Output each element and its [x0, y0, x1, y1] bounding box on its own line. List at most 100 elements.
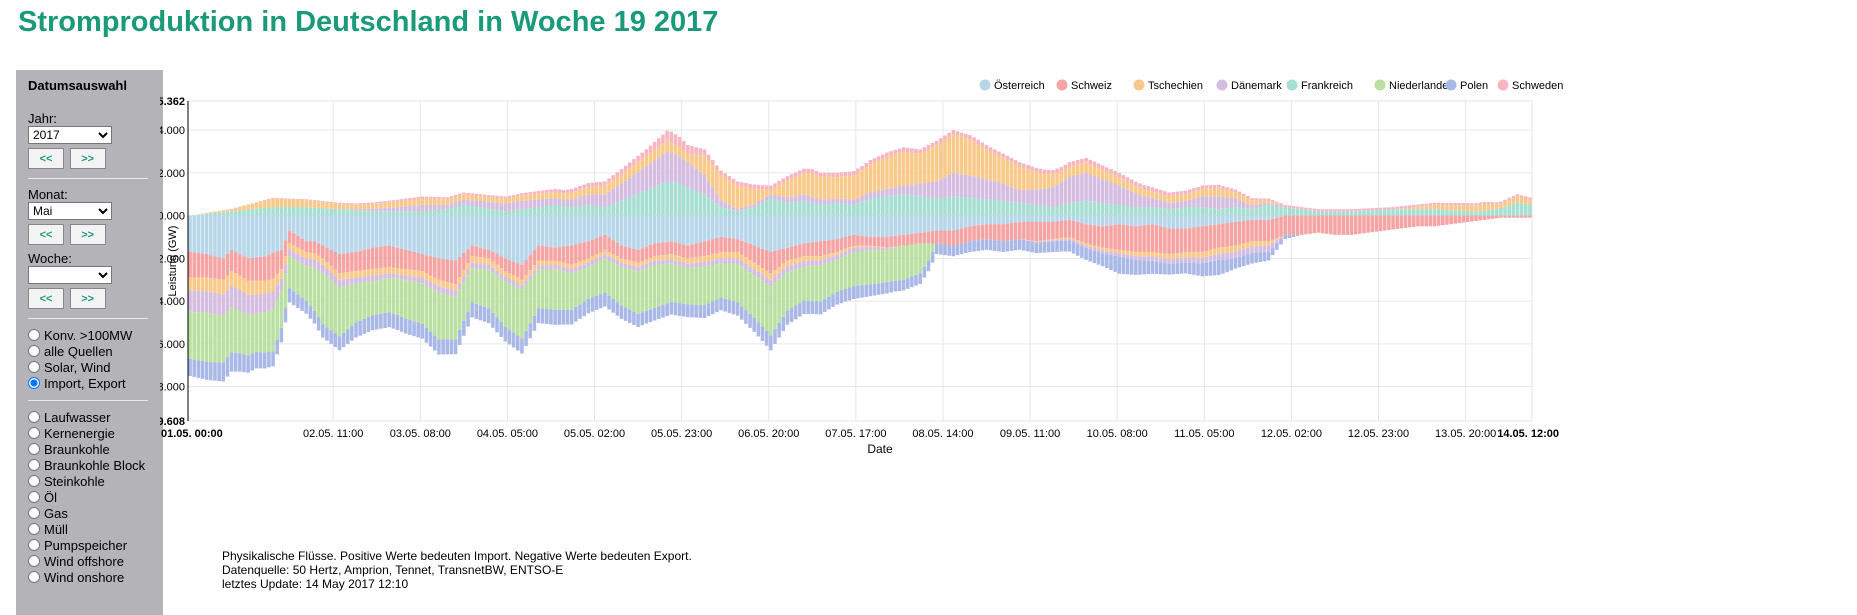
bar-frankreich-import: [1312, 210, 1316, 216]
bar-österreich-export: [1067, 215, 1072, 220]
year-select[interactable]: 2017: [28, 126, 112, 144]
bar-frankreich-import: [474, 206, 479, 216]
legend-item[interactable]: Schweiz: [1056, 79, 1112, 93]
bar-tschechien-export: [470, 256, 474, 263]
bar-niederlande-export: [607, 260, 611, 296]
bar-schweiz-export: [922, 232, 927, 244]
month-next-button[interactable]: >>: [69, 224, 106, 245]
source-option-10[interactable]: Wind onshore: [28, 569, 153, 585]
bar-schweden-import: [1113, 170, 1117, 176]
year-prev-button[interactable]: <<: [28, 148, 64, 169]
month-prev-button[interactable]: <<: [28, 224, 64, 245]
source-option-0-radio[interactable]: [28, 411, 40, 423]
bar-schweiz-export: [246, 258, 250, 281]
bar-dänemark-export: [565, 267, 570, 273]
bar-österreich-export: [586, 215, 591, 242]
bar-schweiz-export: [789, 246, 794, 260]
source-option-5[interactable]: Öl: [28, 489, 153, 505]
source-option-8[interactable]: Pumpspeicher: [28, 537, 153, 553]
bar-schweiz-export: [1254, 219, 1258, 242]
bar-schweiz-export: [321, 245, 325, 259]
month-select[interactable]: Mai: [28, 202, 112, 220]
source-option-1-radio[interactable]: [28, 427, 40, 439]
source-option-2-radio[interactable]: [28, 443, 40, 455]
year-next-button[interactable]: >>: [69, 148, 106, 169]
source-option-9[interactable]: Wind offshore: [28, 553, 153, 569]
bar-schweden-import: [1237, 191, 1242, 195]
source-option-6-radio[interactable]: [28, 507, 40, 519]
view-option-0[interactable]: Konv. >100MW: [28, 327, 153, 343]
bar-dänemark-export: [1100, 250, 1105, 254]
bar-tschechien-import: [677, 146, 682, 157]
bar-niederlande-export: [511, 285, 516, 333]
source-option-0[interactable]: Laufwasser: [28, 409, 153, 425]
bar-dänemark-import: [511, 202, 516, 211]
bar-polen-export: [897, 280, 902, 291]
week-next-button[interactable]: >>: [69, 288, 106, 309]
bar-dänemark-export: [358, 277, 362, 284]
bar-tschechien-export: [686, 258, 690, 264]
legend-item[interactable]: Schweden: [1497, 79, 1564, 93]
bar-niederlande-export: [847, 253, 852, 288]
bar-niederlande-export: [818, 265, 823, 302]
bar-tschechien-export: [495, 264, 499, 271]
x-axis-title: Date: [867, 442, 893, 456]
source-option-3[interactable]: Braunkohle Block: [28, 457, 153, 473]
bar-tschechien-import: [872, 162, 877, 192]
source-option-4[interactable]: Steinkohle: [28, 473, 153, 489]
bar-schweiz-export: [1241, 220, 1246, 244]
view-option-1[interactable]: alle Quellen: [28, 343, 153, 359]
bar-österreich-export: [603, 215, 607, 235]
source-option-2[interactable]: Braunkohle: [28, 441, 153, 457]
legend-item[interactable]: Niederlande: [1374, 79, 1449, 93]
source-option-1[interactable]: Kernenergie: [28, 425, 153, 441]
week-prev-button[interactable]: <<: [28, 288, 64, 309]
legend-item[interactable]: Frankreich: [1286, 79, 1353, 93]
legend-item[interactable]: Tschechien: [1133, 79, 1204, 93]
bar-dänemark-import: [860, 195, 864, 202]
bar-polen-export: [710, 301, 715, 315]
bar-niederlande-export: [856, 251, 860, 286]
bar-niederlande-export: [885, 250, 889, 283]
view-option-2-radio[interactable]: [28, 361, 40, 373]
legend-item[interactable]: Polen: [1445, 79, 1489, 93]
bar-schweiz-export: [1154, 225, 1159, 253]
view-option-3-radio[interactable]: [28, 377, 40, 389]
bar-österreich-export: [1225, 215, 1229, 224]
bar-niederlande-export: [428, 287, 433, 332]
bar-tschechien-import: [885, 156, 889, 189]
source-option-5-radio[interactable]: [28, 491, 40, 503]
bar-schweden-import: [727, 176, 732, 181]
bar-schweden-import: [292, 198, 296, 200]
bar-dänemark-import: [350, 209, 354, 211]
source-option-10-radio[interactable]: [28, 571, 40, 583]
bar-dänemark-export: [1129, 255, 1134, 260]
bar-schweiz-export: [482, 248, 487, 258]
legend-item[interactable]: Dänemark: [1216, 79, 1283, 93]
legend-swatch: [1497, 79, 1509, 91]
source-option-3-radio[interactable]: [28, 459, 40, 471]
view-option-2[interactable]: Solar, Wind: [28, 359, 153, 375]
x-tick-label: 14.05. 12:00: [1497, 428, 1559, 440]
source-option-7[interactable]: Müll: [28, 521, 153, 537]
view-option-1-radio[interactable]: [28, 345, 40, 357]
bar-tschechien-import: [540, 193, 545, 200]
bar-frankreich-import: [578, 205, 582, 216]
view-option-3[interactable]: Import, Export: [28, 375, 153, 391]
bar-frankreich-import: [959, 197, 964, 216]
bar-dänemark-export: [466, 269, 470, 276]
source-option-4-radio[interactable]: [28, 475, 40, 487]
bar-dänemark-export: [694, 262, 698, 268]
bar-schweden-import: [586, 183, 591, 187]
source-option-6[interactable]: Gas: [28, 505, 153, 521]
bar-österreich-export: [1163, 215, 1167, 228]
source-option-9-radio[interactable]: [28, 555, 40, 567]
bar-österreich-export: [296, 215, 300, 236]
source-option-8-radio[interactable]: [28, 539, 40, 551]
source-option-7-radio[interactable]: [28, 523, 40, 535]
week-select[interactable]: [28, 266, 112, 284]
view-option-0-radio[interactable]: [28, 329, 40, 341]
bar-polen-export: [345, 329, 350, 344]
bar-frankreich-import: [1291, 208, 1296, 216]
legend-item[interactable]: Österreich: [979, 79, 1045, 93]
